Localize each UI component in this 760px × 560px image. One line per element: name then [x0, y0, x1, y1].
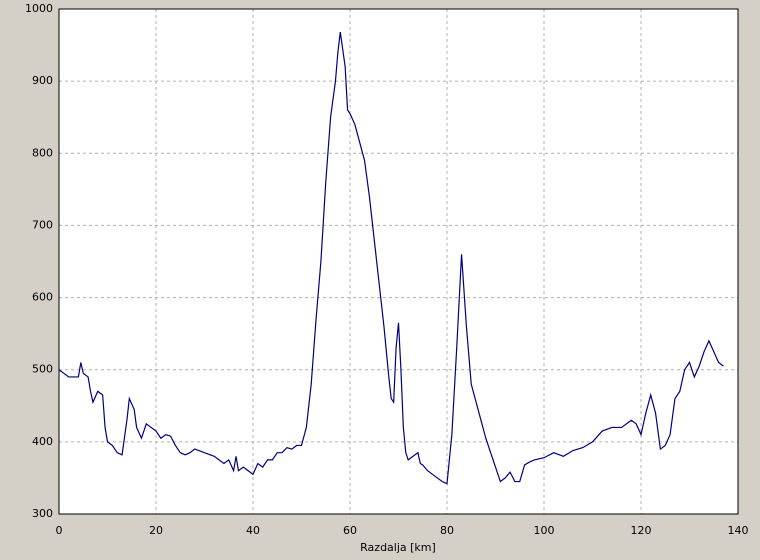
x-tick-label: 80 — [440, 524, 454, 537]
y-tick-label: 500 — [32, 363, 53, 376]
x-tick-label: 0 — [56, 524, 63, 537]
x-tick-label: 120 — [631, 524, 652, 537]
y-tick-label: 700 — [32, 218, 53, 231]
plot-frame — [58, 8, 739, 515]
plot-area — [58, 8, 739, 515]
y-tick-label: 900 — [32, 74, 53, 87]
x-axis-label: Razdalja [km] — [360, 541, 436, 554]
y-tick-label: 800 — [32, 146, 53, 159]
y-tick-label: 1000 — [25, 2, 53, 15]
x-tick-label: 140 — [728, 524, 749, 537]
elevation-line — [58, 32, 724, 485]
y-tick-label: 300 — [32, 507, 53, 520]
y-tick-label: 400 — [32, 435, 53, 448]
x-tick-label: 20 — [149, 524, 163, 537]
y-tick-label: 600 — [32, 291, 53, 304]
x-tick-label: 60 — [343, 524, 357, 537]
x-tick-label: 100 — [534, 524, 555, 537]
x-tick-label: 40 — [246, 524, 260, 537]
